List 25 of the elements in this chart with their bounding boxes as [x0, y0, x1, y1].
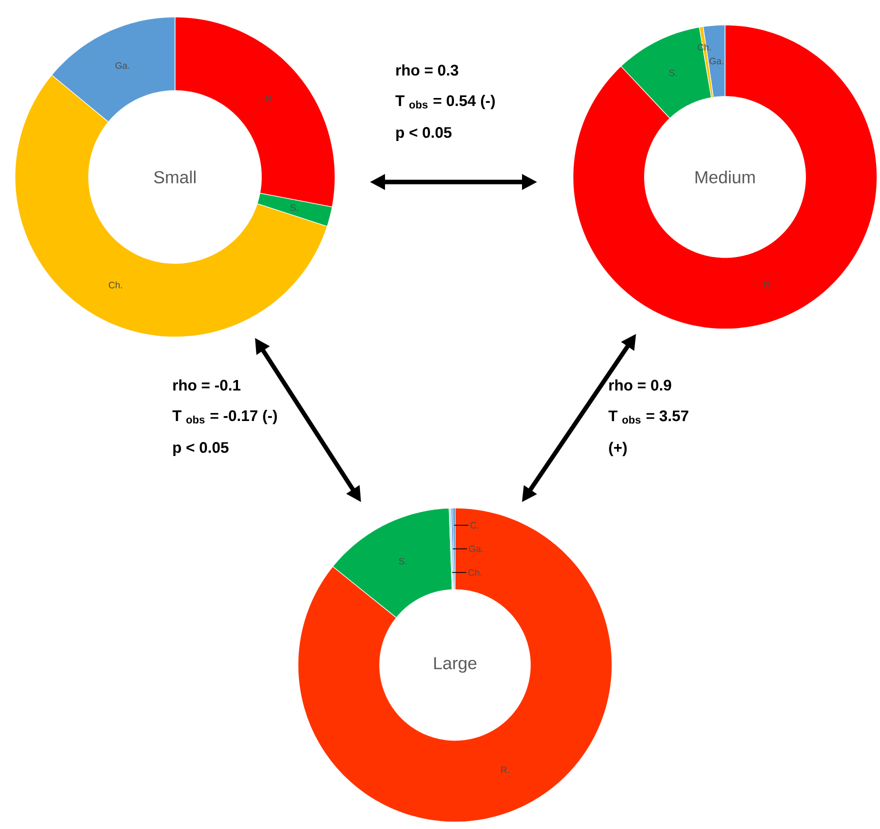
slice-label: S.: [669, 70, 677, 76]
text: p < 0.05: [396, 127, 452, 141]
slice-label: Ga.: [469, 546, 483, 552]
slice-label: Ch.: [108, 282, 122, 288]
text: Medium: [696, 170, 755, 184]
text: p < 0.05: [173, 442, 229, 456]
text: rho = 0.3: [396, 64, 458, 76]
text: rho = 0.9: [609, 379, 672, 391]
slice-label: S.: [290, 204, 298, 211]
text: T $_{obs}$ = 3.57: [608, 410, 688, 424]
slice-label: Ch.: [698, 44, 711, 51]
slice-label: S.: [398, 558, 406, 564]
slice-label: C.: [470, 522, 478, 529]
text: Large: [434, 657, 476, 673]
text: T $_{obs}$ = 0.54 (-): [395, 94, 495, 110]
text: T $_{obs}$ = -0.17 (-): [172, 410, 277, 424]
text: rho = -0.1: [173, 379, 240, 391]
slice-label: R.: [764, 282, 772, 288]
text: (+): [609, 442, 627, 456]
slice-label: R.: [266, 95, 274, 102]
slice-label: Ga.: [115, 62, 130, 69]
text: Small: [154, 170, 196, 184]
slice-label: Ga.: [710, 58, 724, 64]
slice-label: Ch.: [468, 569, 482, 576]
slice-label: R.: [501, 766, 509, 774]
